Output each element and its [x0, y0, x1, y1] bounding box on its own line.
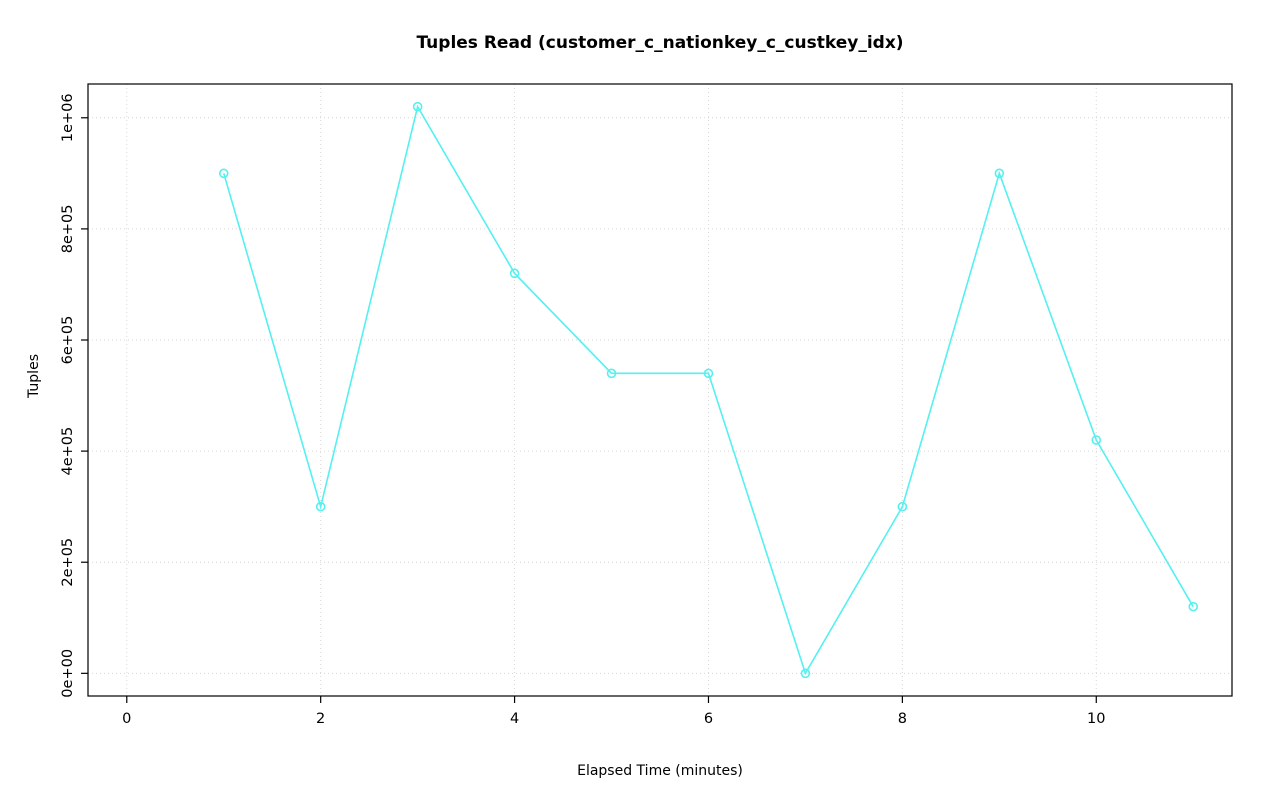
x-tick-label: 10 [1087, 711, 1105, 727]
plot-box [87, 83, 1233, 697]
x-tick-label: 4 [510, 711, 519, 727]
y-axis-label: Tuples [25, 354, 42, 398]
y-tick-label: 6e+05 [60, 316, 76, 365]
y-tick-label: 2e+05 [60, 538, 76, 587]
data-point [994, 168, 1005, 179]
data-point [1091, 435, 1102, 445]
data-point [509, 268, 520, 279]
data-point [315, 501, 326, 512]
chart-title: Tuples Read (customer_c_nationkey_c_cust… [416, 33, 904, 53]
y-tick-label: 0e+00 [60, 649, 76, 698]
data-point [800, 668, 811, 679]
data-point [412, 101, 423, 112]
x-tick-label: 6 [704, 711, 713, 727]
x-tick-label: 0 [122, 711, 131, 727]
data-point [606, 368, 617, 379]
x-tick-label: 8 [898, 711, 907, 727]
x-tick-label: 2 [316, 711, 325, 727]
x-axis-label: Elapsed Time (minutes) [577, 763, 743, 779]
data-point [897, 501, 908, 512]
data-point [218, 168, 229, 179]
data-point [1188, 601, 1199, 612]
data-point [703, 368, 714, 379]
y-tick-label: 8e+05 [60, 205, 76, 254]
series-line [222, 104, 1194, 676]
y-tick-label: 4e+05 [60, 427, 76, 476]
y-tick-label: 1e+06 [60, 93, 76, 142]
